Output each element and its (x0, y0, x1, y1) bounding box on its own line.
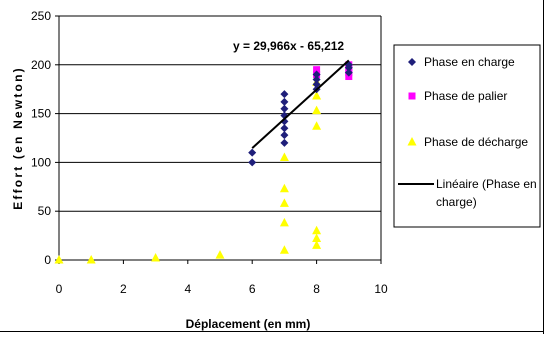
y-axis-title: Effort (en Newton) (11, 66, 25, 210)
x-tick-label: 4 (184, 282, 191, 296)
y-tick-label: 250 (31, 9, 51, 23)
legend-label-cont: charge) (436, 195, 477, 209)
legend-layer: Phase en charge Phase de palier Phase de d… (394, 45, 540, 227)
legend-label: Phase de décharge (424, 135, 528, 149)
legend-label: Phase de palier (424, 89, 507, 103)
trendline-equation: y = 29,966x - 65,212 (233, 39, 344, 53)
x-axis-title: Déplacement (en mm) (186, 317, 311, 331)
frame-bottom-rule (0, 331, 544, 332)
x-tick-label: 0 (56, 282, 63, 296)
y-tick-label: 150 (31, 107, 51, 121)
x-tick-label: 2 (120, 282, 127, 296)
annotation-layer: y = 29,966x - 65,212 (233, 39, 344, 53)
legend-marker-square (409, 93, 416, 100)
legend-label: Phase en charge (424, 55, 515, 69)
x-tick-label: 10 (374, 282, 388, 296)
frame-right-rule (543, 0, 544, 334)
y-tick-label: 50 (38, 204, 52, 218)
y-tick-label: 0 (44, 253, 51, 267)
legend-label: Linéaire (Phase en (436, 177, 537, 191)
x-tick-label: 6 (249, 282, 256, 296)
x-tick-label: 8 (313, 282, 320, 296)
y-tick-label: 200 (31, 58, 51, 72)
y-tick-label: 100 (31, 155, 51, 169)
